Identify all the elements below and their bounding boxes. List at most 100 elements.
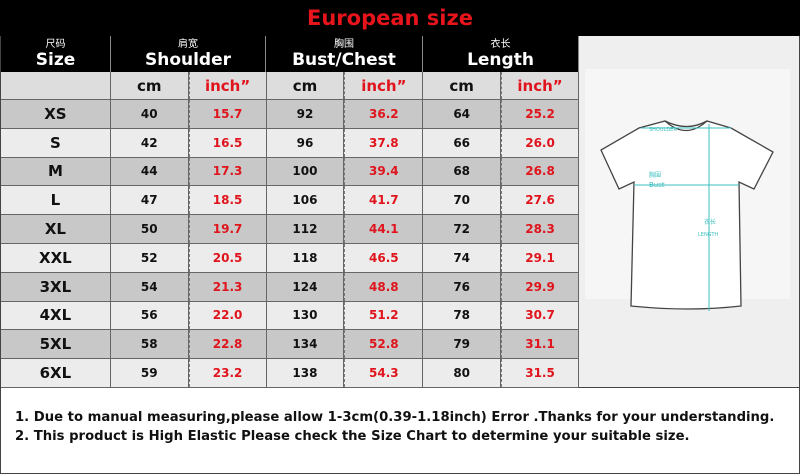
cell-bust-in: 54.3 [344,359,424,387]
table-row: XS 40 15.7 92 36.2 64 25.2 [1,100,579,129]
cell-shoulder-in: 18.5 [188,186,267,215]
header-length-zh: 衣长 [490,38,511,50]
cell-shoulder-cm: 58 [111,330,189,359]
header-length: 衣长 Length [423,36,579,72]
cell-shoulder-in: 15.7 [188,100,267,128]
cell-length-cm: 74 [423,243,502,272]
header-shoulder-en: Shoulder [144,49,232,70]
cell-shoulder-cm: 54 [111,272,189,301]
cell-size: XL [1,215,111,243]
cell-length-in: 28.3 [501,215,579,243]
cell-shoulder-cm: 50 [111,215,189,243]
cell-length-cm: 72 [423,215,502,243]
cell-shoulder-in: 21.3 [188,272,267,301]
header-shoulder-zh: 肩宽 [178,38,198,50]
cell-length-in: 29.9 [501,272,579,301]
cell-length-cm: 64 [423,100,502,128]
cell-bust-cm: 134 [267,330,345,359]
tshirt-outline-icon [600,120,774,310]
unit-cm: cm [423,72,502,99]
unit-cm: cm [111,72,189,99]
cell-bust-in: 44.1 [344,215,424,243]
cell-shoulder-cm: 47 [111,186,189,215]
tshirt-collar [664,120,708,132]
cell-bust-cm: 92 [267,100,345,128]
table-row: S 42 16.5 96 37.8 66 26.0 [1,128,579,158]
header-size-zh: 尺码 [45,38,66,50]
note-2: 2. This product is High Elastic Please c… [15,429,690,444]
cell-shoulder-cm: 56 [111,301,189,330]
unit-blank [1,72,111,99]
tshirt-illustration: SHOULDER 胸围 Bust 衣长 LENGTH [585,69,790,311]
header-size: 尺码 Size [1,36,111,72]
unit-cm: cm [267,72,345,99]
table-row: 6XL 59 23.2 138 54.3 80 31.5 [1,359,579,388]
cell-bust-cm: 118 [267,243,345,272]
cell-length-in: 30.7 [501,301,579,330]
cell-length-in: 29.1 [501,243,579,272]
tshirt-diagram: SHOULDER 胸围 Bust 衣长 LENGTH [579,36,800,388]
cell-bust-cm: 130 [267,301,345,330]
cell-size: 4XL [1,301,111,330]
table-row: 3XL 54 21.3 124 48.8 76 29.9 [1,272,579,302]
cell-length-cm: 79 [423,330,502,359]
cell-bust-in: 48.8 [344,272,424,301]
cell-bust-cm: 124 [267,272,345,301]
cell-length-cm: 68 [423,157,502,186]
cell-bust-in: 37.8 [344,128,424,157]
cell-shoulder-in: 23.2 [188,359,267,387]
unit-row: cm inch” cm inch” cm inch” [1,72,579,100]
shoulder-label: SHOULDER [649,127,677,133]
length-en-label: LENGTH [698,232,718,238]
cell-shoulder-cm: 42 [111,128,189,157]
header-bust-zh: 胸围 [334,38,354,50]
cell-bust-cm: 100 [267,157,345,186]
cell-bust-in: 51.2 [344,301,424,330]
cell-size: XS [1,100,111,128]
bust-en-label: Bust [649,181,665,189]
header-row: 尺码 Size 肩宽 Shoulder 胸围 Bust/Chest 衣长 Length [1,36,579,72]
notes: 1. Due to manual measuring,please allow … [0,388,800,474]
cell-bust-in: 39.4 [344,157,424,186]
cell-shoulder-in: 16.5 [188,128,267,157]
cell-shoulder-cm: 44 [111,157,189,186]
cell-shoulder-in: 17.3 [188,157,267,186]
cell-bust-cm: 138 [267,359,345,387]
table-body: XS 40 15.7 92 36.2 64 25.2 S 42 16.5 96 37.8 66 26.0 M… [1,100,579,388]
table-row: 5XL 58 22.8 134 52.8 79 31.1 [1,330,579,360]
cell-size: 5XL [1,330,111,359]
cell-bust-in: 46.5 [344,243,424,272]
unit-inch: inch” [344,72,424,99]
cell-size: L [1,186,111,215]
cell-bust-in: 41.7 [344,186,424,215]
note-1: 1. Due to manual measuring,please allow … [15,410,775,425]
header-length-en: Length [467,49,534,70]
cell-shoulder-cm: 59 [111,359,189,387]
cell-shoulder-in: 22.0 [188,301,267,330]
cell-size: S [1,128,111,157]
cell-shoulder-in: 22.8 [188,330,267,359]
cell-bust-cm: 96 [267,128,345,157]
cell-shoulder-cm: 40 [111,100,189,128]
cell-bust-cm: 112 [267,215,345,243]
cell-size: M [1,157,111,186]
cell-size: XXL [1,243,111,272]
header-size-en: Size [35,49,76,70]
bust-zh-label: 胸围 [649,171,661,179]
cell-bust-cm: 106 [267,186,345,215]
unit-inch: inch” [501,72,579,99]
header-bust: 胸围 Bust/Chest [266,36,423,72]
size-table: 尺码 Size 肩宽 Shoulder 胸围 Bust/Chest 衣长 Length … [0,36,579,388]
cell-length-in: 26.0 [501,128,579,157]
cell-bust-in: 36.2 [344,100,424,128]
header-bust-en: Bust/Chest [292,49,396,70]
cell-length-in: 31.5 [501,359,579,387]
table-row: XXL 52 20.5 118 46.5 74 29.1 [1,243,579,273]
table-row: XL 50 19.7 112 44.1 72 28.3 [1,215,579,244]
cell-length-in: 25.2 [501,100,579,128]
cell-length-cm: 78 [423,301,502,330]
table-row: L 47 18.5 106 41.7 70 27.6 [1,186,579,216]
header-shoulder: 肩宽 Shoulder [111,36,266,72]
table-row: 4XL 56 22.0 130 51.2 78 30.7 [1,301,579,331]
cell-length-in: 31.1 [501,330,579,359]
